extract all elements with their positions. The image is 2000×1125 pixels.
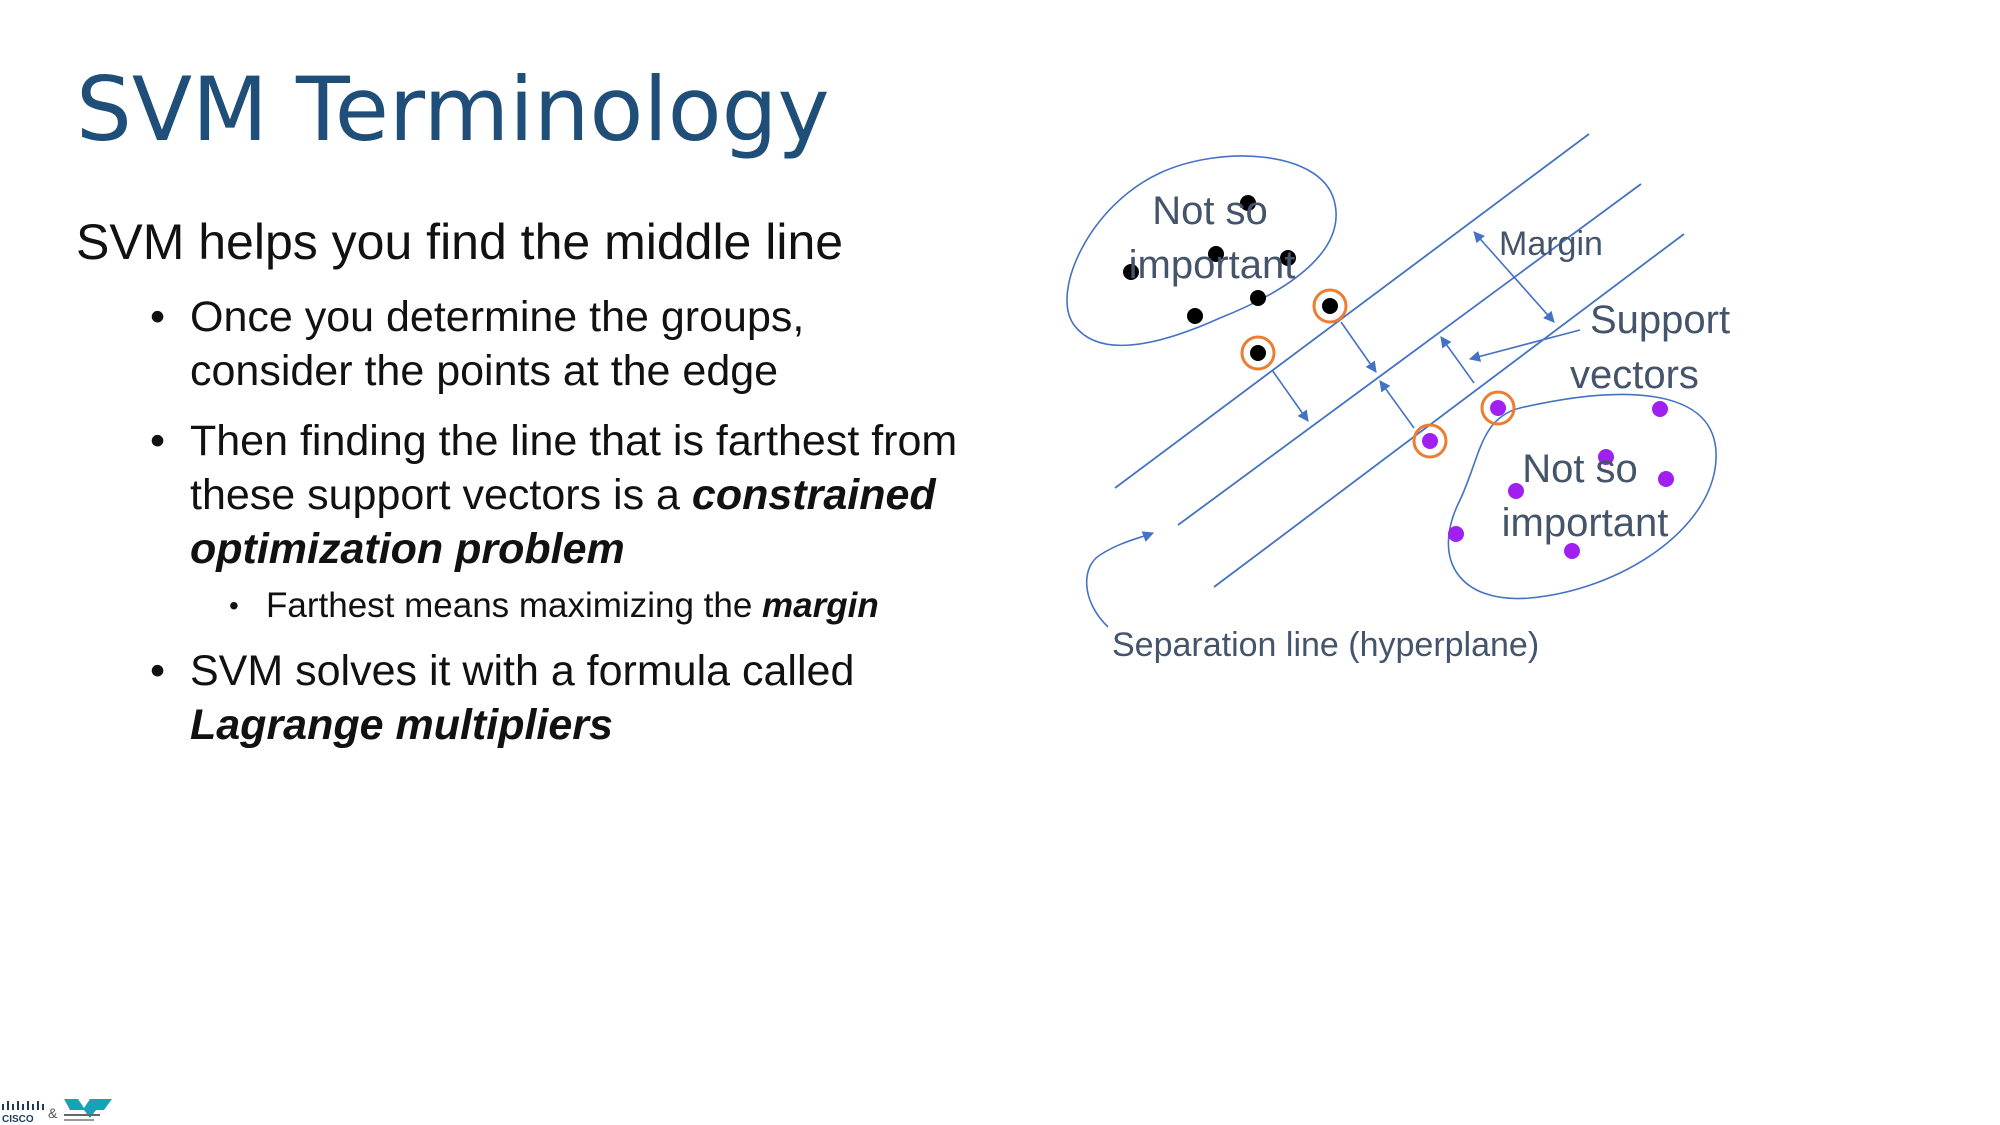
sub-bullet-item: • Farthest means maximizing the margin xyxy=(76,584,976,628)
partner-logo-mark xyxy=(64,1099,112,1118)
cisco-logo-text: CISCO xyxy=(2,1114,34,1125)
margin-arrow xyxy=(1271,369,1309,422)
support-vector-ring xyxy=(1240,335,1276,371)
data-point-purple xyxy=(1658,471,1674,487)
margin-line-upper xyxy=(1114,133,1590,489)
sub-bullet-emphasis: margin xyxy=(762,586,879,625)
margin-width-arrow xyxy=(1473,231,1555,323)
logo-ampersand: & xyxy=(48,1105,58,1121)
svm-diagram: Not so important Not so important Margin… xyxy=(1066,133,1730,664)
bullet-text: Then finding the line that is farthest f… xyxy=(190,417,958,519)
top-group-label: important xyxy=(1129,243,1296,287)
data-point-purple xyxy=(1652,401,1668,417)
support-vector-ring xyxy=(1412,423,1448,459)
margin-arrow xyxy=(1379,380,1415,429)
data-point-purple xyxy=(1508,483,1524,499)
margin-arrow xyxy=(1440,336,1475,384)
margin-arrow xyxy=(1340,321,1377,373)
bullet-dot-icon: • xyxy=(150,293,166,341)
bottom-group-outline xyxy=(1447,393,1717,600)
bullet-item: • Once you determine the groups, conside… xyxy=(76,290,976,398)
data-point-black xyxy=(1240,195,1256,211)
top-group-label: Not so xyxy=(1152,189,1268,233)
support-vector-point-black xyxy=(1322,298,1338,314)
sub-bullet-text: Farthest means maximizing the xyxy=(266,586,763,625)
data-point-black xyxy=(1208,246,1224,262)
bullet-item: • Then finding the line that is farthest… xyxy=(76,414,976,628)
hyperplane-pointer xyxy=(1085,531,1155,628)
bullet-dot-icon: • xyxy=(150,417,166,465)
top-group-outline xyxy=(1066,155,1337,347)
bullet-emphasis: Lagrange multipliers xyxy=(190,701,613,749)
data-point-purple xyxy=(1564,543,1580,559)
support-vectors-label: Support xyxy=(1590,298,1730,342)
separation-line-label: Separation line (hyperplane) xyxy=(1112,626,1539,664)
margin-line-lower xyxy=(1213,233,1685,588)
bottom-group-label: Not so xyxy=(1522,447,1638,491)
lead-text: SVM helps you find the middle line xyxy=(76,214,844,270)
support-vectors-label: vectors xyxy=(1570,353,1699,397)
support-vectors-pointer xyxy=(1468,329,1581,362)
separation-hyperplane-line xyxy=(1177,183,1642,526)
bullet-item: • SVM solves it with a formula called La… xyxy=(76,644,976,752)
sub-bullet-dot-icon: • xyxy=(229,590,239,621)
data-point-black xyxy=(1123,264,1139,280)
cisco-logo: CISCO & xyxy=(2,1099,112,1125)
bullet-text: Once you determine the groups, consider … xyxy=(190,293,805,395)
data-point-black xyxy=(1187,308,1203,324)
slide-body: SVM helps you find the middle line • Onc… xyxy=(76,212,976,768)
support-vector-point-purple xyxy=(1490,400,1506,416)
margin-label: Margin xyxy=(1499,225,1603,263)
data-point-purple xyxy=(1448,526,1464,542)
bullet-dot-icon: • xyxy=(150,647,166,695)
bullet-list: • Once you determine the groups, conside… xyxy=(76,290,976,752)
bullet-text: SVM solves it with a formula called xyxy=(190,647,855,695)
data-point-black xyxy=(1250,290,1266,306)
support-vector-point-purple xyxy=(1422,433,1438,449)
support-vector-ring xyxy=(1480,390,1516,426)
bottom-group-label: important xyxy=(1502,501,1669,545)
slide-title: SVM Terminology xyxy=(76,58,830,161)
data-point-black xyxy=(1280,250,1296,266)
sub-bullet-list: • Farthest means maximizing the margin xyxy=(190,584,976,628)
support-vector-point-black xyxy=(1250,345,1266,361)
support-vector-ring xyxy=(1312,288,1348,324)
data-point-purple xyxy=(1598,449,1614,465)
bullet-emphasis: constrained optimization problem xyxy=(190,471,936,573)
